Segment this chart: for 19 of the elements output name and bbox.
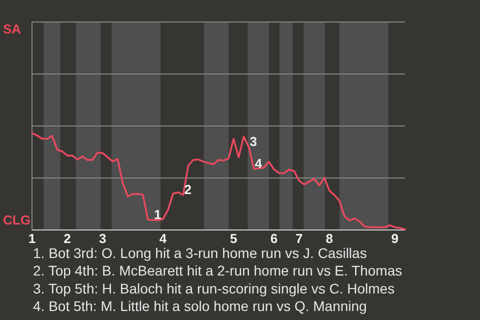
text: CLG bbox=[3, 212, 30, 228]
text: 3. Top 5th: H. Baloch hit a run-scoring single vs C. Holmes bbox=[33, 280, 395, 296]
text: 1. Bot 3rd: O. Long hit a 3-run home run vs J. Casillas bbox=[33, 245, 367, 261]
x-tick-label: 5 bbox=[230, 231, 238, 246]
text: 2. Top 4th: B. McBearett hit a 2-run home run vs E. Thomas bbox=[33, 262, 402, 279]
x-tick-label: 8 bbox=[326, 231, 334, 246]
x-tick-label: 9 bbox=[391, 231, 399, 246]
x-tick-label: 2 bbox=[64, 231, 71, 246]
text: 4. Bot 5th: M. Little hit a solo home run vs Q. Manning bbox=[33, 298, 367, 314]
x-tick-label: 3 bbox=[98, 231, 106, 246]
x-tick-label: 6 bbox=[270, 231, 278, 246]
annotation: 2 bbox=[184, 182, 192, 197]
annotation: 1 bbox=[154, 207, 162, 222]
text: SA bbox=[3, 22, 22, 37]
x-tick-label: 7 bbox=[296, 231, 303, 246]
x-tick-label: 1 bbox=[28, 231, 36, 246]
x-tick-label: 4 bbox=[159, 231, 168, 246]
annotation: 4 bbox=[254, 156, 263, 171]
annotation: 3 bbox=[250, 134, 257, 149]
